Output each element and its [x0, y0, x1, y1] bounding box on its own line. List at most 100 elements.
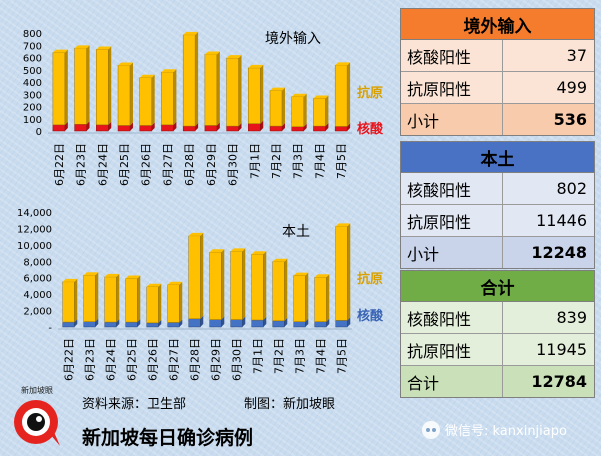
bar-antigen	[335, 226, 348, 321]
bar-antigen	[251, 254, 264, 321]
x-tick-label: 7月2日	[270, 143, 283, 179]
bar-top	[74, 45, 90, 49]
row-value: 11945	[536, 340, 587, 359]
wechat-id: 微信号: kanxinjiapo	[445, 424, 567, 439]
bar-pcr	[313, 125, 326, 132]
bar-antigen	[139, 77, 152, 126]
bar-pcr	[334, 126, 348, 132]
bar-antigen	[161, 71, 174, 126]
y-tick-label: 4,000	[23, 290, 52, 301]
total-summary-table: 合计 核酸阳性 839 抗原阳性 11945 合计 12784	[400, 270, 595, 398]
row-value: 536	[553, 110, 587, 129]
row-value: 839	[556, 308, 587, 327]
legend-antigen-imported: 抗原	[357, 86, 384, 101]
bar-side	[221, 316, 225, 327]
bar-side	[238, 123, 242, 131]
bar-side	[195, 123, 199, 131]
bar-side	[129, 62, 133, 126]
x-tick-label: 6月30日	[227, 143, 240, 186]
bar-side	[108, 46, 112, 125]
bar-side	[305, 318, 309, 327]
bar-antigen	[248, 67, 261, 124]
row-value: 12248	[531, 243, 587, 262]
bar-side	[137, 319, 141, 327]
bar-pcr	[251, 319, 264, 328]
bar-side	[347, 62, 351, 127]
x-tick-label: 6月25日	[126, 338, 139, 381]
bar-antigen	[269, 90, 283, 127]
bar-side	[108, 121, 112, 131]
bar-side	[216, 51, 220, 126]
y-tick-label: 800	[23, 29, 42, 40]
bar-side	[347, 223, 351, 321]
bar-side	[95, 318, 99, 327]
row-label: 核酸阳性	[401, 302, 503, 333]
imported-chart-title: 境外输入	[265, 31, 321, 47]
table-row-subtotal: 合计 12784	[401, 366, 594, 397]
bar-side	[303, 93, 307, 127]
bar-side	[326, 318, 330, 327]
bar-top	[146, 283, 162, 287]
bar-side	[158, 319, 162, 327]
bar-side	[281, 87, 285, 127]
brand-logo: 新加坡眼	[6, 384, 68, 450]
legend-pcr-local: 核酸	[357, 309, 384, 324]
bar-side	[74, 319, 78, 327]
bar-pcr	[230, 319, 243, 328]
y-tick-label: 6,000	[23, 274, 52, 285]
table-row: 核酸阳性 37	[401, 40, 594, 72]
bar-pcr	[226, 125, 239, 132]
imported-summary-table: 境外输入 核酸阳性 37 抗原阳性 499 小计 536	[400, 8, 595, 136]
bar-top	[251, 251, 267, 255]
y-tick-label: 600	[23, 54, 42, 65]
bar-side	[179, 281, 183, 323]
bar-side	[129, 122, 133, 131]
bar-pcr	[182, 125, 196, 132]
row-value: 11446	[536, 211, 587, 230]
bar-top	[291, 93, 307, 97]
local-cases-chart: - 2,000 4,000 6,000 8,000 10,000 12,000 14,000 6…	[17, 208, 352, 381]
bar-side	[284, 317, 288, 327]
x-tick-label: 7月2日	[273, 338, 286, 374]
bar-side	[200, 315, 204, 327]
bar-side	[74, 278, 78, 323]
x-tick-label: 7月5日	[336, 338, 349, 374]
bar-top	[183, 31, 199, 35]
bar-antigen	[188, 235, 201, 320]
bar-top	[62, 278, 78, 282]
bar-side	[151, 74, 155, 126]
bar-antigen	[272, 261, 285, 322]
x-tick-label: 6月27日	[168, 338, 181, 381]
bar-side	[263, 251, 267, 321]
bar-side	[260, 64, 264, 124]
row-label: 抗原阳性	[401, 72, 503, 103]
bar-pcr	[209, 319, 222, 328]
bar-antigen	[104, 276, 117, 323]
x-tick-label: 6月27日	[161, 143, 174, 186]
bar-top	[125, 275, 141, 279]
bar-antigen	[314, 277, 327, 322]
table-row: 抗原阳性 499	[401, 72, 594, 104]
x-tick-label: 7月1日	[252, 338, 265, 374]
row-label: 抗原阳性	[401, 334, 503, 365]
bar-side	[347, 123, 351, 131]
bar-pcr	[146, 322, 159, 328]
bar-top	[270, 87, 285, 91]
bar-side	[281, 123, 285, 131]
local-summary-table: 本土 核酸阳性 802 抗原阳性 11446 小计 12248	[400, 141, 595, 269]
bar-antigen	[167, 284, 180, 323]
bar-top	[83, 272, 99, 276]
x-tick-label: 6月23日	[84, 338, 97, 381]
bar-antigen	[62, 281, 75, 323]
bar-antigen	[125, 278, 138, 323]
bar-pcr	[62, 321, 75, 328]
bar-side	[200, 232, 204, 319]
bar-pcr	[204, 125, 218, 132]
x-tick-label: 6月26日	[140, 143, 153, 186]
x-tick-label: 6月28日	[183, 143, 196, 186]
x-tick-label: 6月23日	[75, 143, 88, 186]
bar-top	[118, 62, 133, 66]
table-row: 核酸阳性 802	[401, 173, 594, 205]
